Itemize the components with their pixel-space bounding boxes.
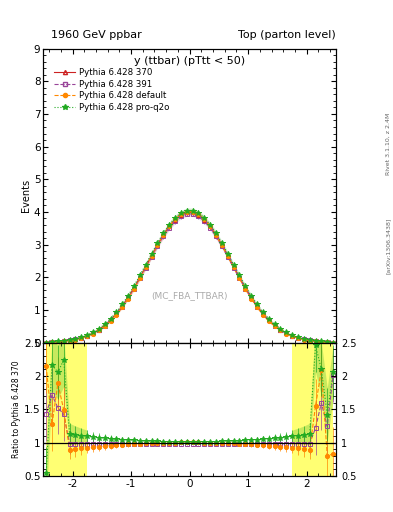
Text: [arXiv:1306.3438]: [arXiv:1306.3438] <box>386 218 391 274</box>
Text: 1960 GeV ppbar: 1960 GeV ppbar <box>51 30 142 40</box>
Y-axis label: Ratio to Pythia 6.428 370: Ratio to Pythia 6.428 370 <box>12 360 21 458</box>
Text: Rivet 3.1.10, z 2.4M: Rivet 3.1.10, z 2.4M <box>386 112 391 175</box>
Text: Top (parton level): Top (parton level) <box>238 30 336 40</box>
Y-axis label: Events: Events <box>21 179 31 212</box>
Legend: Pythia 6.428 370, Pythia 6.428 391, Pythia 6.428 default, Pythia 6.428 pro-q2o: Pythia 6.428 370, Pythia 6.428 391, Pyth… <box>50 65 173 115</box>
Text: (MC_FBA_TTBAR): (MC_FBA_TTBAR) <box>151 291 228 300</box>
Text: y (ttbar) (pTtt < 50): y (ttbar) (pTtt < 50) <box>134 56 245 66</box>
